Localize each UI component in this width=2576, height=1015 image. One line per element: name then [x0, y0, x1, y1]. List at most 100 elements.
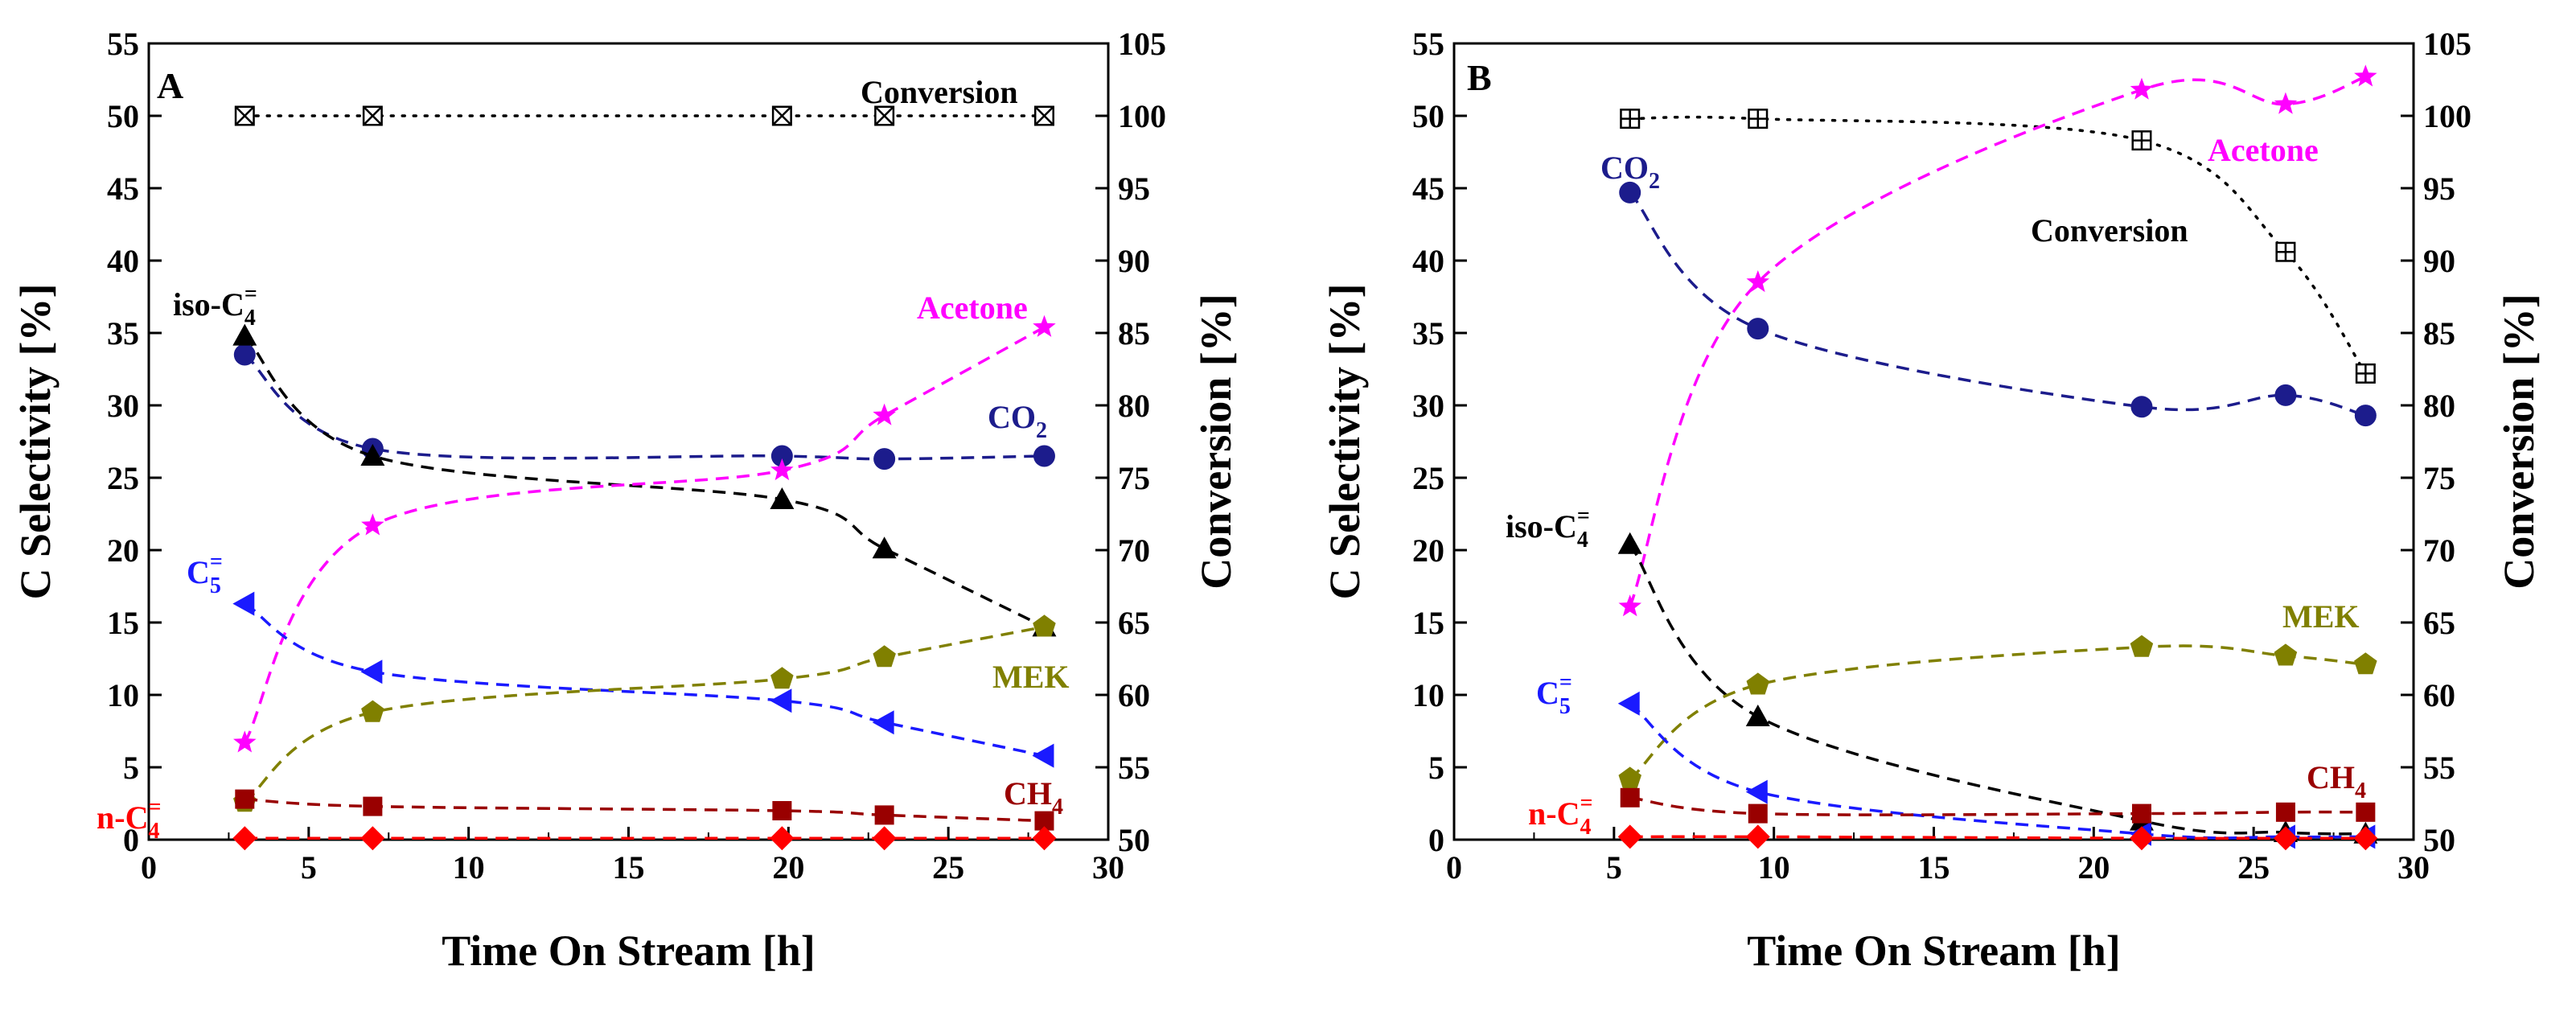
panel-b-label-iso-c4eq: iso-C4= — [1506, 503, 1590, 553]
panel-a-marker-conversion — [771, 105, 792, 126]
panel-a-panel-letter: A — [157, 65, 183, 106]
panel-b-label-n-c4eq: n-C4= — [1528, 791, 1592, 840]
panel-a-y2-tick-label: 85 — [1118, 315, 1150, 351]
panel-b-y-tick-label: 45 — [1412, 171, 1444, 207]
panel-b-y-tick-label: 5 — [1428, 750, 1444, 786]
panel-b-marker-acetone — [2354, 64, 2377, 87]
panel-a-y2-tick-label: 55 — [1118, 750, 1150, 786]
panel-a-x-tick-label: 20 — [772, 849, 804, 886]
panel-a-marker-acetone — [1033, 314, 1056, 337]
panel-b-marker-mek — [1618, 766, 1641, 789]
panel-b-x-tick-label: 10 — [1758, 849, 1790, 886]
panel-a-marker-c5 — [232, 591, 255, 616]
panel-b-marker-co2 — [2354, 405, 2377, 427]
panel-b-marker-n-c4 — [2129, 826, 2154, 851]
panel-b-marker-n-c4 — [1617, 824, 1642, 849]
panel-a-y2-tick-label: 80 — [1118, 388, 1150, 424]
panel-b-marker-ch4 — [2131, 803, 2151, 824]
panel-b-y-tick-label: 15 — [1412, 605, 1444, 641]
panel-b-x-tick-label: 5 — [1606, 849, 1622, 886]
panel-a-label-ch4: CH4 — [1004, 775, 1063, 820]
panel-b-marker-n-c4 — [2353, 826, 2378, 851]
panel-b-label-acetone: Acetone — [2208, 132, 2319, 168]
panel-a-marker-acetone — [770, 458, 794, 481]
panel-b-y2-tick-label: 85 — [2423, 315, 2455, 351]
panel-a-y2-tick-label: 90 — [1118, 243, 1150, 279]
panel-a-marker-conversion — [1033, 105, 1054, 126]
panel-b-marker-acetone — [2274, 92, 2298, 114]
panel-b-marker-conversion — [1748, 109, 1769, 129]
panel-b-marker-co2 — [1619, 181, 1641, 203]
panel-b-y-tick-label: 40 — [1412, 243, 1444, 279]
panel-a-marker-n-c4 — [232, 826, 257, 851]
panel-b-series-n-c4 — [1617, 824, 2378, 851]
panel-a-series-line-acetone — [243, 326, 1046, 744]
panel-a-series-c5 — [232, 591, 1054, 768]
panel-a-series-line-iso-c4 — [244, 335, 1046, 628]
panel-a-marker-c5 — [360, 660, 383, 684]
panel-b-y2-tick-label: 60 — [2423, 677, 2455, 713]
panel-a-y2-tick-label: 105 — [1118, 26, 1166, 62]
panel-a-y2-tick-label: 75 — [1118, 460, 1150, 496]
panel-a-marker-mek — [1033, 614, 1056, 637]
panel-a-marker-n-c4 — [1032, 826, 1057, 851]
panel-a-label-acetone: Acetone — [917, 290, 1028, 326]
panel-b-y2-tick-label: 100 — [2423, 98, 2471, 134]
panel-b-marker-n-c4 — [1745, 824, 1770, 849]
panel-a-marker-iso-c4 — [232, 323, 257, 346]
panel-b-marker-c5 — [1745, 779, 1768, 804]
panel-b-x-axis-title: Time On Stream [h] — [1747, 927, 2120, 975]
panel-a-marker-mek — [770, 667, 794, 689]
panel-a-marker-iso-c4 — [770, 487, 795, 509]
panel-a-marker-conversion — [874, 105, 895, 126]
panel-a-marker-ch4 — [874, 805, 894, 825]
panel-b-marker-co2 — [2130, 396, 2153, 418]
panel-b-series-mek — [1618, 635, 2377, 789]
panel-b-y2-tick-label: 55 — [2423, 750, 2455, 786]
panel-b-series-line-acetone — [1629, 75, 2366, 607]
panel-a-marker-c5 — [770, 688, 792, 713]
panel-b-panel-letter: B — [1467, 57, 1492, 98]
panel-a-marker-c5 — [872, 710, 894, 735]
panel-b-series-iso-c4 — [1617, 532, 2378, 844]
panel-b-y2-tick-label: 50 — [2423, 822, 2455, 858]
panel-a-y-tick-label: 20 — [107, 532, 139, 569]
panel-a-marker-iso-c4 — [360, 444, 385, 466]
panel-a-y-tick-label: 0 — [123, 822, 139, 858]
panel-b-marker-acetone — [2130, 77, 2154, 100]
panel-a-y-tick-label: 45 — [107, 171, 139, 207]
panel-a-y2-tick-label: 95 — [1118, 171, 1150, 207]
panel-a-y2-axis-title: Conversion [%] — [1192, 294, 1240, 589]
panel-b-series-acetone — [1618, 64, 2377, 617]
panel-a-marker-conversion — [362, 105, 383, 126]
panel-b-y-tick-label: 25 — [1412, 460, 1444, 496]
panel-b-label-mek: MEK — [2282, 598, 2360, 635]
panel-b-marker-mek — [2274, 643, 2298, 666]
panel-b-marker-conversion — [2275, 241, 2296, 262]
panel-b-x-tick-label: 30 — [2397, 849, 2430, 886]
panel-b-series-ch4 — [1620, 787, 2376, 824]
panel-b-marker-conversion — [2131, 130, 2152, 151]
panel-a-x-tick-label: 15 — [613, 849, 645, 886]
panel-a-series-iso-c4 — [232, 323, 1057, 637]
panel-a-marker-co2 — [1033, 445, 1055, 467]
panel-a-series-line-c5 — [244, 602, 1045, 758]
panel-a-series-line-ch4 — [244, 797, 1045, 823]
panel-a-label-iso-c4eq: iso-C4= — [173, 281, 257, 331]
panel-a-marker-ch4 — [235, 789, 255, 809]
panel-a-y2-tick-label: 50 — [1118, 822, 1150, 858]
panel-b-marker-ch4 — [2356, 802, 2376, 822]
panel-b-series-line-c5 — [1629, 702, 2366, 840]
panel-a-x-tick-label: 0 — [141, 849, 157, 886]
panel-b: 0 5 10 15 20 25 30 0 5 10 15 20 25 30 35 40 45 50 55 50 55 60… — [1321, 26, 2543, 975]
panel-b-marker-conversion — [1620, 109, 1641, 129]
panel-a-marker-n-c4 — [872, 826, 897, 851]
panel-b-series-line-conversion — [1628, 115, 2368, 376]
panel-b-y2-axis-title: Conversion [%] — [2495, 294, 2543, 589]
panel-b-marker-mek — [2354, 652, 2377, 675]
panel-a-marker-co2 — [233, 343, 256, 366]
panel-a-y-tick-label: 25 — [107, 460, 139, 496]
panel-b-y-tick-label: 0 — [1428, 822, 1444, 858]
panel-a-series-conversion — [234, 105, 1054, 126]
